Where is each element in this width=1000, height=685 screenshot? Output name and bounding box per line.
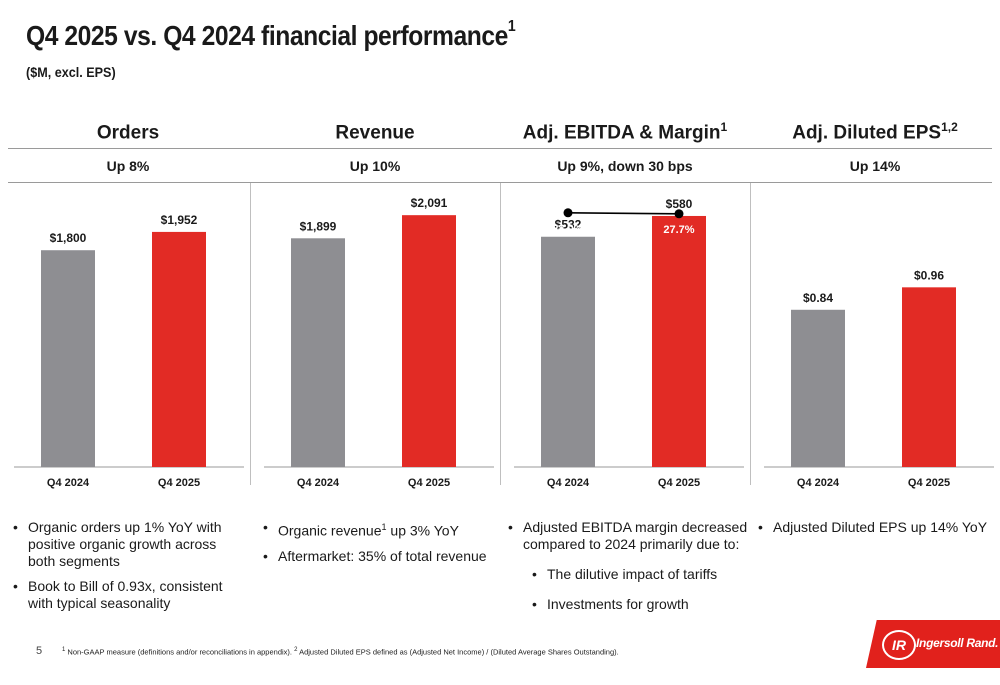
- bullet-subitem: The dilutive impact of tariffs: [532, 566, 753, 583]
- bar-value-label: $0.96: [914, 268, 944, 282]
- orders-chart: $1,800 Q4 2024 $1,952 Q4 2025: [14, 213, 244, 489]
- orders-bullets: Organic orders up 1% YoY with positive o…: [12, 519, 238, 620]
- bar-q4-2025: [902, 287, 956, 467]
- x-tick-label: Q4 2024: [47, 477, 90, 489]
- bar-q4-2024: [41, 250, 95, 467]
- ebitda-chart: $532 Q4 2024 $580 Q4 2025 28.0% 27.7%: [514, 197, 744, 489]
- margin-value-label: 28.0%: [552, 223, 583, 235]
- margin-point: [674, 209, 684, 219]
- panel-heading-eps: Adj. Diluted EPS1,2: [792, 120, 958, 144]
- bar-q4-2024: [291, 238, 345, 467]
- x-tick-label: Q4 2025: [408, 477, 450, 489]
- x-tick-label: Q4 2024: [297, 477, 340, 489]
- bullet-item: Adjusted EBITDA margin decreased compare…: [508, 519, 753, 553]
- company-logo: IR Ingersoll Rand.: [866, 620, 1000, 668]
- bullet-item: Book to Bill of 0.93x, consistent with t…: [13, 578, 238, 612]
- eps-chart: $0.84 Q4 2024 $0.96 Q4 2025: [764, 268, 994, 489]
- bar-q4-2024: [791, 309, 845, 467]
- revenue-bullets: Organic revenue1 up 3% YoY Aftermarket: …: [262, 519, 503, 573]
- panel-heading-ebitda: Adj. EBITDA & Margin1: [522, 120, 728, 144]
- bullet-subitem: Investments for growth: [532, 596, 753, 613]
- bullet-item: Organic orders up 1% YoY with positive o…: [13, 519, 238, 570]
- bar-value-label: $1,899: [300, 219, 337, 233]
- panel-change-eps: Up 14%: [849, 158, 901, 174]
- page-subtitle: ($M, excl. EPS): [26, 64, 116, 80]
- x-tick-label: Q4 2025: [908, 477, 950, 489]
- bullet-item: Organic revenue1 up 3% YoY: [263, 519, 503, 540]
- bar-q4-2025: [152, 231, 206, 467]
- revenue-chart: $1,899 Q4 2024 $2,091 Q4 2025: [264, 196, 494, 489]
- panel-divider: [500, 183, 501, 485]
- x-tick-label: Q4 2025: [158, 477, 200, 489]
- header-divider-bottom: [8, 182, 992, 183]
- page-title: Q4 2025 vs. Q4 2024 financial performanc…: [26, 18, 516, 51]
- panel-heading-orders: Orders: [96, 122, 160, 144]
- footnote: 1 Non-GAAP measure (definitions and/or r…: [62, 647, 619, 657]
- bullet-item: Aftermarket: 35% of total revenue: [263, 548, 503, 565]
- panel-heading-revenue: Revenue: [335, 122, 415, 144]
- header-divider-top: [8, 148, 992, 149]
- bullet-item: Adjusted Diluted EPS up 14% YoY: [758, 519, 1000, 536]
- margin-value-label: 27.7%: [663, 224, 694, 236]
- eps-bullets: Adjusted Diluted EPS up 14% YoY: [757, 519, 1000, 544]
- x-tick-label: Q4 2024: [797, 477, 840, 489]
- margin-line: [567, 212, 680, 215]
- bar-value-label: $2,091: [411, 196, 448, 210]
- ebitda-bullets: Adjusted EBITDA margin decreased compare…: [507, 519, 753, 621]
- panel-change-ebitda: Up 9%, down 30 bps: [557, 158, 693, 174]
- x-tick-label: Q4 2024: [547, 477, 590, 489]
- panel-divider: [750, 183, 751, 485]
- logo-wordmark: Ingersoll Rand.: [916, 636, 999, 650]
- bar-q4-2025: [652, 215, 706, 467]
- panel-change-revenue: Up 10%: [349, 158, 401, 174]
- bar-q4-2025: [402, 215, 456, 467]
- bar-q4-2024: [541, 236, 595, 467]
- page-number: 5: [36, 645, 43, 657]
- panel-divider: [250, 183, 251, 485]
- bar-value-label: $1,952: [161, 213, 198, 227]
- margin-point: [563, 208, 573, 218]
- panel-change-orders: Up 8%: [106, 158, 150, 174]
- bar-value-label: $1,800: [50, 231, 87, 245]
- x-tick-label: Q4 2025: [658, 477, 700, 489]
- bar-value-label: $532: [555, 218, 582, 232]
- logo-badge-icon: IR: [882, 630, 916, 660]
- bar-value-label: $580: [666, 197, 693, 211]
- bar-value-label: $0.84: [803, 291, 833, 305]
